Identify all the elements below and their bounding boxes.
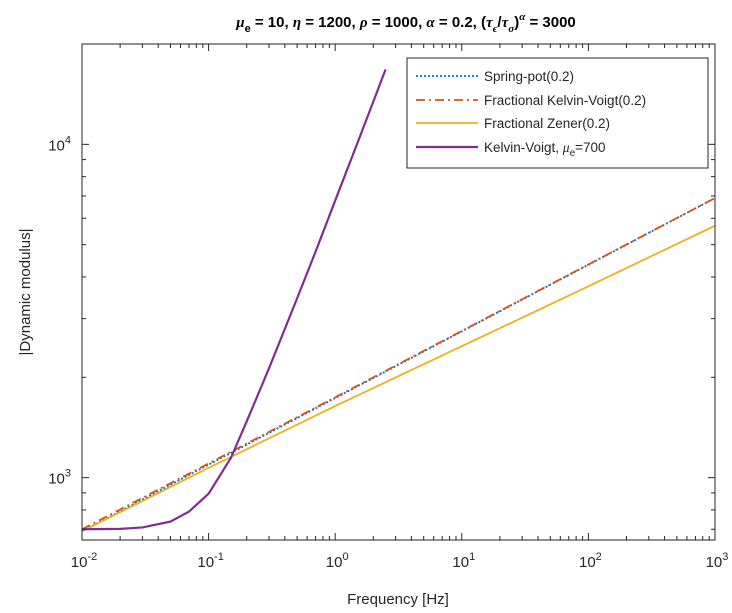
x-tick-label: 101: [452, 551, 475, 571]
legend-items: Spring-pot(0.2) Fractional Kelvin-Voigt(0…: [416, 69, 646, 159]
legend-label-3: Fractional Zener(0.2): [484, 116, 610, 131]
title-part2: = 1200,: [301, 14, 360, 31]
title-slash: /: [497, 14, 502, 31]
title-tau1-subscript: ϵ: [493, 23, 498, 35]
title-tau2-symbol: τ: [502, 15, 510, 31]
ticks-layer: 10-2 10-1 100 101 102 103 103 104: [48, 43, 729, 571]
title-alpha-symbol: α: [426, 15, 435, 31]
title-close-paren: ): [514, 14, 519, 31]
x-tick-label: 100: [326, 551, 349, 571]
series-layer: [82, 68, 715, 533]
series-line-4: [82, 68, 387, 531]
y-axis-label: |Dynamic modulus|: [17, 228, 34, 355]
title-part5: = 3000: [525, 14, 575, 31]
legend-label-4: Kelvin-Voigt, μe=700: [484, 140, 606, 159]
title-eta-symbol: η: [293, 15, 301, 31]
y-tick-label: 103: [48, 468, 71, 488]
chart-title: μe = 10, η = 1200, ρ = 1000, α = 0.2, (τ…: [235, 11, 576, 35]
x-tick-label: 102: [579, 551, 602, 571]
title-tau2-subscript: σ: [508, 23, 515, 35]
title-mu-symbol: μ: [235, 15, 244, 31]
x-axis-label: Frequency [Hz]: [347, 591, 449, 608]
title-part3: = 1000,: [368, 14, 427, 31]
series-line-3: [82, 224, 715, 533]
title-superscript: α: [519, 11, 526, 23]
axes-box: [81, 43, 716, 541]
x-tick-label: 103: [706, 551, 729, 571]
x-tick-label: 10-2: [71, 551, 97, 571]
legend: Spring-pot(0.2) Fractional Kelvin-Voigt(0…: [406, 57, 709, 169]
title-rho-symbol: ρ: [359, 15, 368, 31]
title-mu-subscript: e: [245, 23, 251, 35]
axes-layer: [81, 43, 716, 541]
title-tau1-symbol: τ: [486, 15, 494, 31]
title-part1: = 10,: [251, 14, 293, 31]
title-part4: = 0.2, (: [435, 14, 486, 31]
series-line-2: [82, 197, 715, 531]
y-tick-label: 104: [48, 134, 71, 154]
x-tick-label: 10-1: [197, 551, 223, 571]
legend-label-1: Spring-pot(0.2): [484, 69, 574, 84]
legend-label-2: Fractional Kelvin-Voigt(0.2): [484, 93, 646, 108]
